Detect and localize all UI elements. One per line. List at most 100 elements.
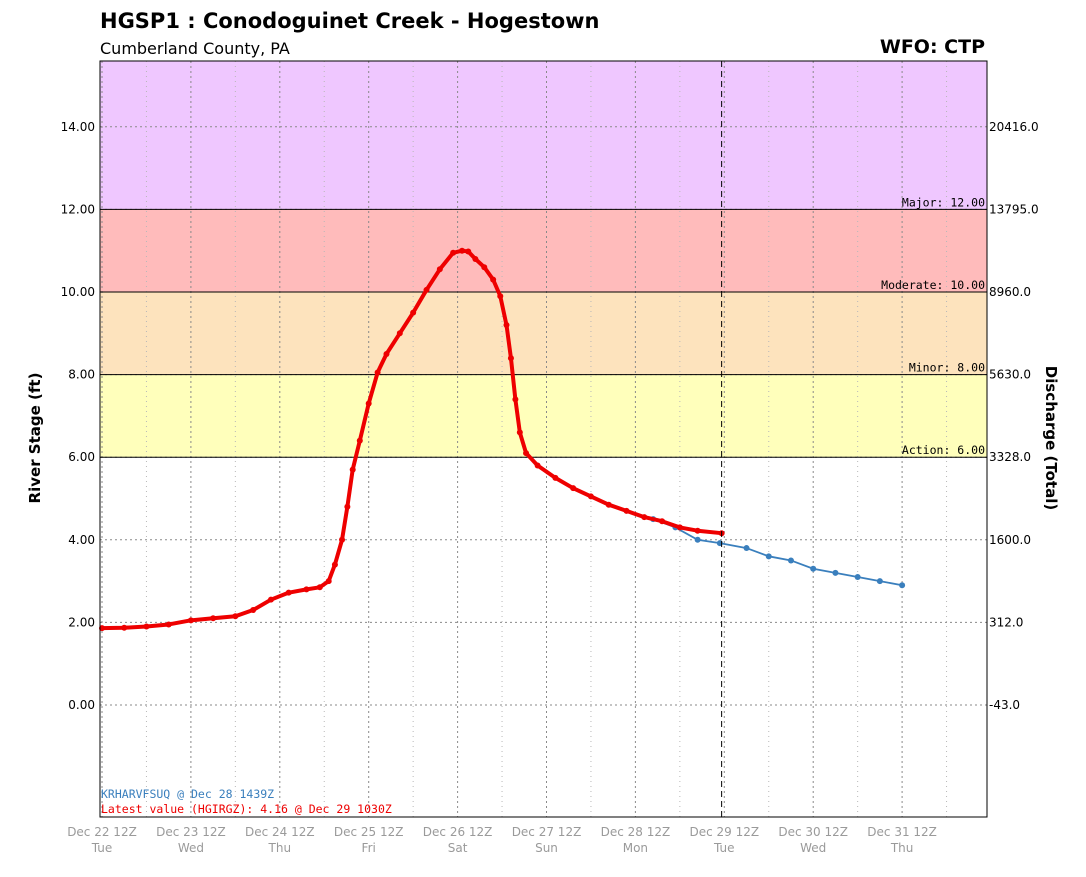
x-tick-dow: Mon xyxy=(623,841,648,855)
y-tick-label: 4.00 xyxy=(68,533,95,547)
flood-band-major xyxy=(100,61,987,210)
flood-label-minor: Minor: 8.00 xyxy=(909,361,985,375)
observed-point xyxy=(623,507,630,514)
x-tick-dow: Thu xyxy=(268,841,292,855)
observed-point xyxy=(374,369,381,376)
observed-point xyxy=(143,623,150,630)
observed-point xyxy=(325,578,332,585)
flood-label-moderate: Moderate: 10.00 xyxy=(881,278,985,292)
flood-category-bands xyxy=(100,61,987,458)
right-tick-label: 5630.0 xyxy=(989,368,1031,382)
observed-point xyxy=(349,466,356,473)
observed-point xyxy=(552,474,559,481)
x-tick-date: Dec 30 12Z xyxy=(778,825,848,839)
right-tick-label: 312.0 xyxy=(989,615,1023,629)
observed-point xyxy=(250,607,257,614)
right-tick-label: -43.0 xyxy=(989,698,1020,712)
x-tick-dow: Wed xyxy=(178,841,204,855)
observed-point xyxy=(481,264,488,271)
observed-point xyxy=(459,247,466,254)
observed-point xyxy=(121,624,128,631)
forecast-point xyxy=(899,582,906,589)
x-tick-dow: Wed xyxy=(800,841,826,855)
observed-point xyxy=(641,514,648,521)
observed-point xyxy=(676,524,683,531)
observed-point xyxy=(423,286,430,293)
forecast-point xyxy=(694,536,701,543)
right-tick-label: 1600.0 xyxy=(989,533,1031,547)
right-tick-label: 20416.0 xyxy=(989,120,1039,134)
forecast-point xyxy=(765,553,772,560)
observed-point xyxy=(331,561,338,568)
observed-point xyxy=(356,437,363,444)
flood-band-minor xyxy=(100,292,987,375)
observed-point xyxy=(659,518,666,525)
flood-band-action xyxy=(100,374,987,458)
observed-point xyxy=(507,355,514,362)
observed-point xyxy=(523,450,530,457)
observed-point xyxy=(232,613,239,620)
observed-point xyxy=(516,429,523,436)
observed-point xyxy=(436,266,443,273)
observed-point xyxy=(316,584,323,591)
forecast-issued-note: KRHARVFSUQ @ Dec 28 1439Z xyxy=(101,787,274,801)
flood-label-major: Major: 12.00 xyxy=(902,195,985,209)
observed-point xyxy=(344,503,351,510)
x-tick-date: Dec 28 12Z xyxy=(601,825,671,839)
flood-category-labels: Action: 6.00 Minor: 8.00 Moderate: 10.00 Ma… xyxy=(881,195,985,457)
x-tick-dow: Tue xyxy=(713,841,735,855)
observed-line xyxy=(100,248,724,631)
flood-category-lines xyxy=(100,208,987,458)
observed-point xyxy=(534,462,541,469)
observed-point xyxy=(570,485,577,492)
chart-subtitle: Cumberland County, PA xyxy=(100,39,290,58)
x-tick-dow: Thu xyxy=(890,841,914,855)
x-tick-date: Dec 31 12Z xyxy=(867,825,937,839)
observed-point xyxy=(365,400,372,407)
forecast-series xyxy=(650,516,906,589)
observed-point xyxy=(465,248,472,255)
plot-frame xyxy=(99,60,988,818)
observed-point xyxy=(339,536,346,543)
x-tick-date: Dec 29 12Z xyxy=(689,825,759,839)
observed-point xyxy=(503,322,510,329)
x-tick-date: Dec 25 12Z xyxy=(334,825,404,839)
observed-point xyxy=(472,255,479,262)
x-tick-dow: Fri xyxy=(362,841,376,855)
y-axis-label: River Stage (ft) xyxy=(26,373,44,504)
chart-title: HGSP1 : Conodoguinet Creek - Hogestown xyxy=(100,9,600,33)
y-tick-label: 8.00 xyxy=(68,368,95,382)
right-tick-label: 3328.0 xyxy=(989,450,1031,464)
y-tick-label: 0.00 xyxy=(68,698,95,712)
x-tick-date: Dec 23 12Z xyxy=(156,825,226,839)
forecast-point xyxy=(854,573,861,580)
observed-point xyxy=(605,501,612,508)
x-tick-date: Dec 26 12Z xyxy=(423,825,493,839)
right-tick-label: 13795.0 xyxy=(989,202,1039,216)
right-axis-label: Discharge (Total) xyxy=(1042,366,1060,510)
x-tick-dow: Tue xyxy=(91,841,113,855)
x-tick-date: Dec 22 12Z xyxy=(67,825,137,839)
observed-point xyxy=(285,589,292,596)
flood-label-action: Action: 6.00 xyxy=(902,443,985,457)
wfo-label: WFO: CTP xyxy=(879,36,985,58)
forecast-point xyxy=(787,557,794,564)
observed-point xyxy=(450,249,457,256)
y-tick-label: 6.00 xyxy=(68,450,95,464)
forecast-line xyxy=(652,518,903,587)
observed-point xyxy=(303,586,310,593)
observed-point xyxy=(187,617,194,624)
x-tick-date: Dec 27 12Z xyxy=(512,825,582,839)
latest-value-note: Latest value (HGIRGZ): 4.16 @ Dec 29 103… xyxy=(101,802,392,816)
observed-point xyxy=(587,493,594,500)
observed-point xyxy=(383,350,390,357)
y-axis-ticks: 0.00 2.00 4.00 6.00 8.00 10.00 12.00 14.00 xyxy=(61,120,95,712)
y-tick-label: 12.00 xyxy=(61,202,95,216)
observed-point xyxy=(694,527,701,534)
x-tick-dow: Sun xyxy=(535,841,558,855)
forecast-point xyxy=(743,545,750,552)
observed-point xyxy=(512,396,519,403)
forecast-point xyxy=(832,569,839,576)
observed-point xyxy=(267,596,274,603)
